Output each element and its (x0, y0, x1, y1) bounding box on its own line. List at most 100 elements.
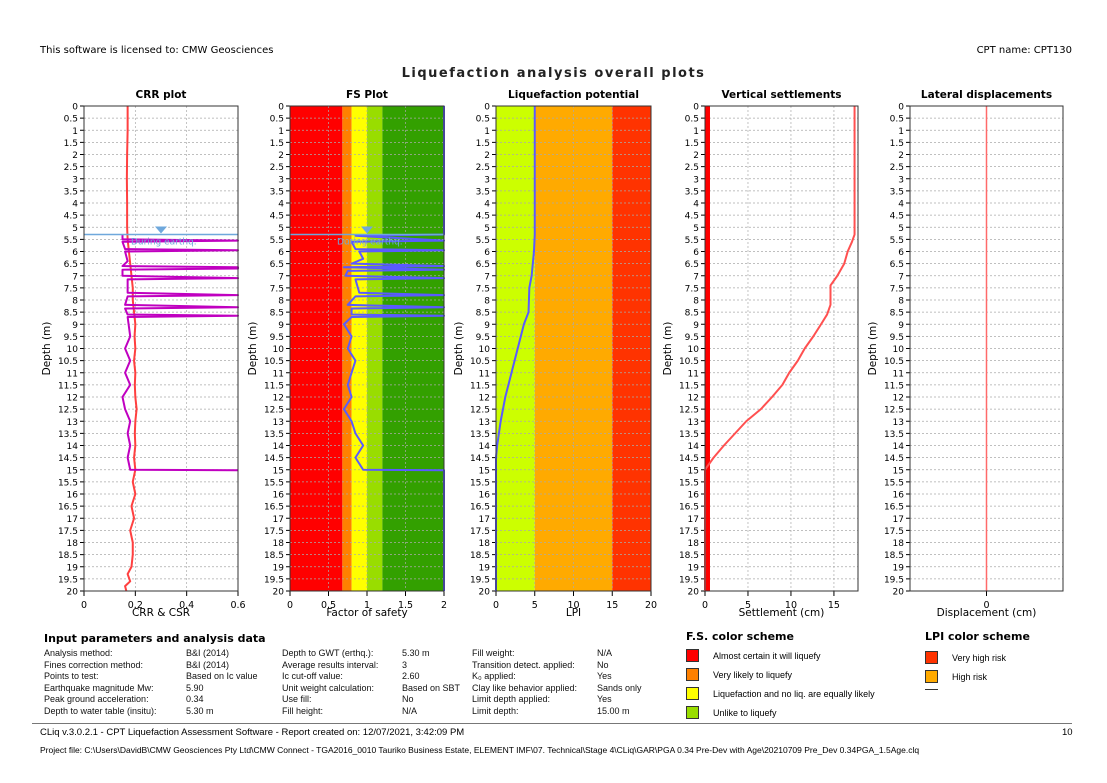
plot-frame (495, 105, 652, 592)
y-tick-label: 6.5 (64, 260, 78, 270)
y-tick-label: 11 (67, 369, 78, 379)
y-tick-label: 12 (688, 394, 699, 404)
y-tick-label: 17 (273, 515, 284, 525)
y-tick-label: 1.5 (64, 139, 78, 149)
param-value: N/A (402, 705, 418, 716)
y-tick-label: 12.5 (264, 406, 284, 416)
y-tick-label: 17 (893, 515, 904, 525)
y-tick-label: 12 (893, 394, 904, 404)
param-value: 5.30 m (402, 648, 430, 658)
y-tick-label: 12 (479, 394, 490, 404)
y-tick-label: 8.5 (64, 309, 78, 319)
plot-3: 00.511.522.533.544.555.566.577.588.599.5… (662, 89, 859, 619)
y-tick-label: 6.5 (476, 260, 490, 270)
param-value: 5.30 m (186, 705, 214, 716)
y-tick-label: 6 (484, 248, 490, 258)
legend-item: Very likely to liquefy (686, 665, 875, 684)
y-tick-label: 12.5 (58, 406, 78, 416)
x-tick-label: 0.2 (128, 600, 143, 611)
y-tick-label: 14 (893, 442, 905, 452)
legend-label: Liquefaction and no liq. are equally lik… (713, 688, 875, 699)
param-value: 0.34 (186, 694, 204, 704)
y-tick-label: 20 (67, 588, 79, 598)
plot-title: Lateral displacements (921, 89, 1052, 101)
y-tick-label: 1 (898, 127, 904, 137)
legend-item: Liquefaction and no liq. are equally lik… (686, 684, 875, 703)
y-tick-label: 13.5 (470, 430, 490, 440)
y-tick-label: 3.5 (270, 187, 284, 197)
legend-item: Almost certain it will liquefy (686, 646, 875, 665)
y-tick-label: 7 (484, 272, 490, 282)
x-tick-label: 0.5 (321, 600, 336, 611)
y-axis-label: Depth (m) (41, 322, 53, 376)
legend-swatch (686, 668, 699, 681)
y-tick-label: 2.5 (476, 163, 490, 173)
param-label: Fines correction method: (44, 659, 144, 670)
y-tick-label: 7.5 (890, 284, 904, 294)
y-tick-label: 16.5 (884, 503, 904, 513)
y-tick-label: 20 (479, 588, 491, 598)
y-tick-label: 7.5 (685, 284, 699, 294)
param-value: Based on SBT (402, 682, 461, 693)
y-tick-label: 18 (479, 539, 491, 549)
legend-swatch (925, 689, 938, 690)
x-axis-label: Factor of safety (326, 607, 407, 619)
y-tick-label: 6.5 (685, 260, 699, 270)
y-tick-label: 15 (67, 466, 78, 476)
csr-line (121, 234, 239, 472)
x-tick-label: 0 (493, 600, 499, 611)
y-tick-label: 11 (273, 369, 284, 379)
y-tick-label: 19 (273, 563, 285, 573)
legend-swatch (925, 670, 938, 683)
y-tick-label: 11.5 (264, 381, 284, 391)
y-tick-label: 16 (479, 491, 491, 501)
legend-item: Low risk (925, 686, 1006, 690)
y-tick-label: 7 (72, 272, 78, 282)
y-tick-label: 16 (688, 491, 700, 501)
param-label: Unit weight calculation: (282, 682, 375, 693)
y-tick-label: 2 (484, 151, 490, 161)
y-tick-label: 3.5 (64, 187, 78, 197)
y-tick-label: 3 (693, 175, 699, 185)
zero-settlement-bar (705, 106, 710, 591)
y-tick-label: 14 (688, 442, 700, 452)
y-tick-label: 7 (693, 272, 699, 282)
y-tick-label: 7.5 (476, 284, 490, 294)
param-value: 3 (402, 659, 408, 670)
y-tick-label: 20 (688, 588, 700, 598)
y-tick-label: 7.5 (270, 284, 284, 294)
legend-label: Very high risk (952, 652, 1007, 663)
legend-item: Very high risk (925, 648, 1006, 667)
plot-title: FS Plot (346, 89, 388, 101)
y-tick-label: 8 (693, 297, 699, 307)
x-tick-label: 1 (364, 600, 370, 611)
y-tick-label: 0 (278, 103, 284, 113)
plot-title: Liquefaction potential (508, 89, 639, 101)
param-label: Analysis method: (44, 648, 113, 658)
x-tick-label: 20 (645, 600, 657, 611)
y-tick-label: 12.5 (470, 406, 490, 416)
param-label: Earthquake magnitude Mw: (44, 682, 154, 693)
y-tick-label: 6.5 (890, 260, 904, 270)
y-tick-label: 1.5 (685, 139, 699, 149)
y-tick-label: 8.5 (270, 309, 284, 319)
y-tick-label: 8.5 (476, 309, 490, 319)
y-tick-label: 6.5 (270, 260, 284, 270)
x-tick-label: 0 (983, 600, 989, 611)
y-tick-label: 19.5 (884, 575, 904, 585)
y-tick-label: 9 (484, 321, 490, 331)
y-tick-label: 13 (67, 418, 78, 428)
param-value: B&I (2014) (186, 659, 230, 670)
y-tick-label: 4.5 (64, 212, 78, 222)
y-tick-label: 4.5 (476, 212, 490, 222)
y-tick-label: 9.5 (890, 333, 904, 343)
y-tick-label: 13.5 (264, 430, 284, 440)
water-table-icon (361, 226, 373, 234)
y-tick-label: 2 (898, 151, 904, 161)
param-label: Peak ground acceleration: (44, 694, 149, 704)
param-label: Ic cut-off value: (282, 671, 343, 681)
y-tick-label: 5 (693, 224, 699, 234)
y-tick-label: 11.5 (58, 381, 78, 391)
y-tick-label: 0.5 (685, 115, 699, 125)
fs-line (342, 106, 445, 591)
